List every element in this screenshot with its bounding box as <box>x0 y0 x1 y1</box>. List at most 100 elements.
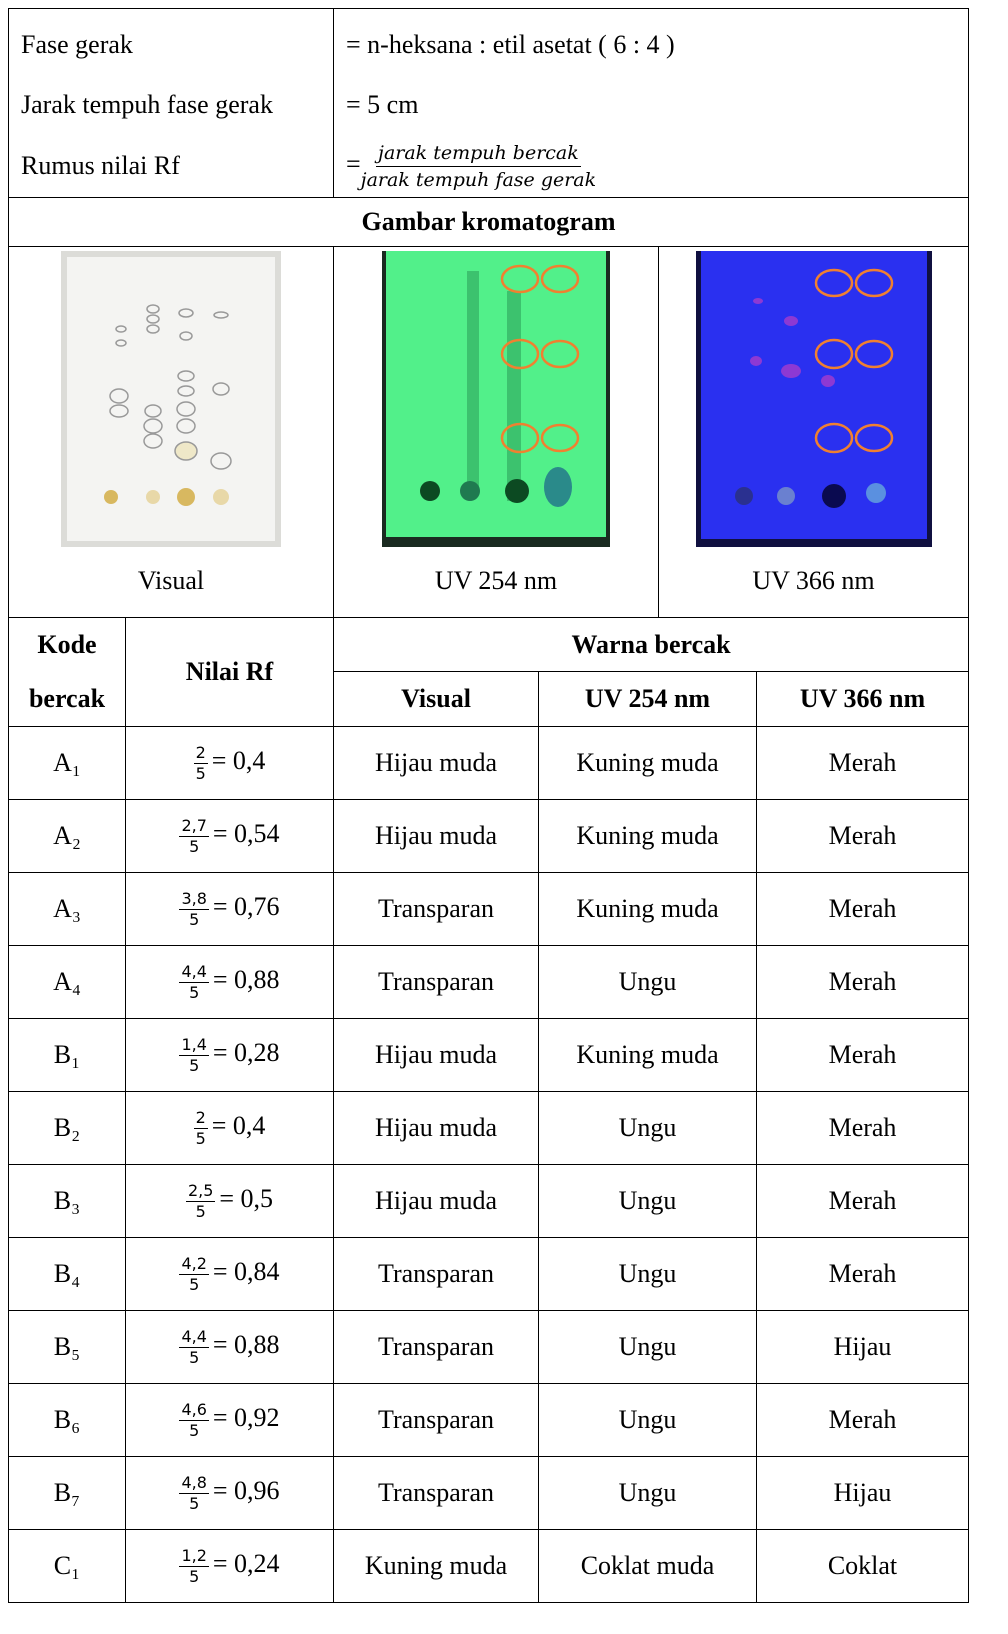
caption: UV 366 nm <box>659 566 968 596</box>
info-row: Fase gerak= n-heksana : etil asetat ( 6 … <box>9 9 969 76</box>
color-visual: Hijau muda <box>334 800 539 873</box>
code: B₃ <box>9 1165 126 1238</box>
denominator: 5 <box>196 1129 206 1149</box>
numerator: 2,7 <box>179 816 208 837</box>
color-uv366: Merah <box>757 1092 969 1165</box>
rf-value: = 0,76 <box>213 892 280 921</box>
denominator: 5 <box>189 1348 199 1368</box>
code: A₃ <box>9 873 126 946</box>
color-uv254: Kuning muda <box>539 727 757 800</box>
rf-value: = 0,24 <box>213 1549 280 1578</box>
numerator: 2,5 <box>186 1181 215 1202</box>
rf-value: = 0,4 <box>212 746 266 775</box>
color-uv254: Ungu <box>539 1311 757 1384</box>
code: A₁ <box>9 727 126 800</box>
color-visual: Transparan <box>334 946 539 1019</box>
denominator: 5 <box>196 764 206 784</box>
numerator: 1,2 <box>179 1546 208 1567</box>
code: A₂ <box>9 800 126 873</box>
header-uv254: UV 254 nm <box>539 672 757 727</box>
numerator: 2 <box>194 743 208 764</box>
color-visual: Transparan <box>334 1384 539 1457</box>
uv254-plate <box>382 251 610 547</box>
numerator: 4,8 <box>179 1473 208 1494</box>
denominator: jarak tempuh fase gerak <box>361 167 596 193</box>
color-visual: Transparan <box>334 873 539 946</box>
code: A₄ <box>9 946 126 1019</box>
color-uv254: Kuning muda <box>539 873 757 946</box>
color-uv366: Merah <box>757 1238 969 1311</box>
color-uv254: Ungu <box>539 1384 757 1457</box>
denominator: 5 <box>196 1202 206 1222</box>
color-visual: Hijau muda <box>334 727 539 800</box>
info-label: Jarak tempuh fase gerak <box>9 75 334 135</box>
code: B₆ <box>9 1384 126 1457</box>
color-visual: Kuning muda <box>334 1530 539 1603</box>
header-rf: Nilai Rf <box>126 618 334 727</box>
numerator: 4,4 <box>179 1327 208 1348</box>
code: B₇ <box>9 1457 126 1530</box>
info-label: Fase gerak <box>9 9 334 76</box>
color-uv366: Merah <box>757 1019 969 1092</box>
header-code: Kode bercak <box>9 618 126 727</box>
rf-value: = 0,88 <box>213 1330 280 1359</box>
code: C₁ <box>9 1530 126 1603</box>
numerator: 1,4 <box>179 1035 208 1056</box>
color-uv254: Kuning muda <box>539 800 757 873</box>
color-uv366: Merah <box>757 1384 969 1457</box>
rf-value: = 0,4 <box>212 1111 266 1140</box>
color-uv366: Merah <box>757 800 969 873</box>
info-value: = 5 cm <box>334 75 969 135</box>
uv366-cell: UV 366 nm <box>659 247 969 618</box>
color-visual: Transparan <box>334 1311 539 1384</box>
code: B₂ <box>9 1092 126 1165</box>
color-uv366: Merah <box>757 946 969 1019</box>
color-uv254: Ungu <box>539 946 757 1019</box>
denominator: 5 <box>189 1421 199 1441</box>
rf-value: = 0,5 <box>219 1184 273 1213</box>
code: B₄ <box>9 1238 126 1311</box>
numerator: 4,4 <box>179 962 208 983</box>
code: B₅ <box>9 1311 126 1384</box>
visual-cell: Visual <box>9 247 334 618</box>
denominator: 5 <box>189 1494 199 1514</box>
rf-value: = 0,84 <box>213 1257 280 1286</box>
color-uv366: Merah <box>757 1165 969 1238</box>
rf-value: = 0,28 <box>213 1038 280 1067</box>
header-color: Warna bercak <box>334 618 969 672</box>
denominator: 5 <box>189 1056 199 1076</box>
visual-plate <box>61 251 281 547</box>
page: Fase gerak= n-heksana : etil asetat ( 6 … <box>0 0 1008 1634</box>
color-visual: Hijau muda <box>334 1165 539 1238</box>
denominator: 5 <box>189 837 199 857</box>
header-visual: Visual <box>334 672 539 727</box>
rf-value: = 0,54 <box>213 819 280 848</box>
